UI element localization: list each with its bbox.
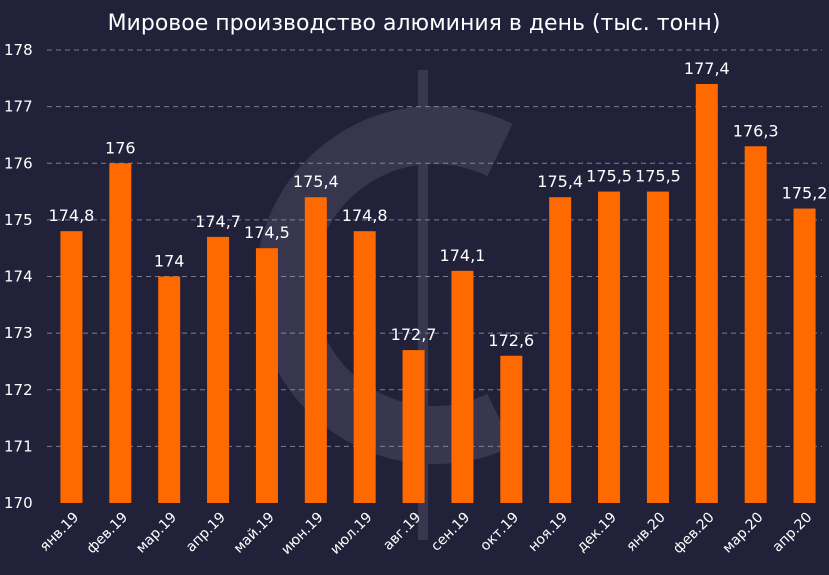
data-label: 174 xyxy=(154,252,185,271)
x-tick-label: фев.20 xyxy=(670,510,717,557)
data-label: 175,4 xyxy=(293,172,339,191)
x-tick-label: янв.19 xyxy=(37,510,82,555)
x-tick-label: июн.19 xyxy=(278,510,326,558)
data-label: 174,8 xyxy=(49,206,95,225)
x-tick-label: фев.19 xyxy=(84,510,131,557)
data-label: 175,5 xyxy=(635,167,681,186)
data-label: 175,4 xyxy=(537,172,583,191)
bar xyxy=(451,270,474,503)
data-label: 174,1 xyxy=(440,246,486,265)
bar xyxy=(695,83,718,503)
bar xyxy=(793,208,816,504)
x-tick-label: июл.19 xyxy=(327,510,375,558)
y-tick-label: 173 xyxy=(4,324,33,342)
bar xyxy=(255,248,278,503)
x-tick-label: апр.19 xyxy=(183,510,229,556)
bar xyxy=(549,197,572,503)
y-tick-label: 170 xyxy=(4,494,33,512)
bars xyxy=(60,83,816,504)
x-tick-label: сен.19 xyxy=(428,510,473,555)
y-tick-label: 174 xyxy=(4,268,33,286)
y-tick-label: 176 xyxy=(4,154,33,172)
y-tick-label: 175 xyxy=(4,211,33,229)
x-tick-label: мар.20 xyxy=(720,510,767,557)
y-tick-label: 171 xyxy=(4,437,33,455)
data-label: 174,5 xyxy=(244,223,290,242)
bar xyxy=(646,191,669,503)
data-label: 172,7 xyxy=(391,325,437,344)
bar xyxy=(304,197,327,503)
data-label: 174,7 xyxy=(195,212,241,231)
x-tick-label: апр.20 xyxy=(770,510,816,556)
x-tick-label: дек.19 xyxy=(574,510,620,556)
data-label: 174,8 xyxy=(342,206,388,225)
x-tick-label: авг.19 xyxy=(380,510,424,554)
x-tick-label: янв.20 xyxy=(623,510,668,555)
data-label: 177,4 xyxy=(684,59,730,78)
chart-title: Мировое производство алюминия в день (ты… xyxy=(108,11,721,36)
x-tick-label: мар.19 xyxy=(133,510,180,557)
y-tick-label: 177 xyxy=(4,98,33,116)
bar xyxy=(598,191,621,503)
data-label: 176,3 xyxy=(733,121,779,140)
bar xyxy=(402,350,425,503)
y-tick-label: 172 xyxy=(4,381,33,399)
data-label: 176 xyxy=(105,138,136,157)
bar xyxy=(744,146,767,503)
x-tick-label: ноя.19 xyxy=(525,510,571,556)
data-label: 175,2 xyxy=(782,184,828,203)
x-tick-label: май.19 xyxy=(231,510,278,557)
bar xyxy=(60,231,83,503)
data-label: 172,6 xyxy=(488,331,534,350)
x-tick-label: окт.19 xyxy=(477,510,522,555)
bar xyxy=(158,276,181,503)
bar xyxy=(500,355,523,503)
bar xyxy=(207,236,230,504)
bar xyxy=(109,163,132,503)
bar xyxy=(353,231,376,503)
data-labels: 174,8176174174,7174,5175,4174,8172,7174,… xyxy=(49,59,828,350)
data-label: 175,5 xyxy=(586,167,632,186)
y-tick-label: 178 xyxy=(4,41,33,59)
